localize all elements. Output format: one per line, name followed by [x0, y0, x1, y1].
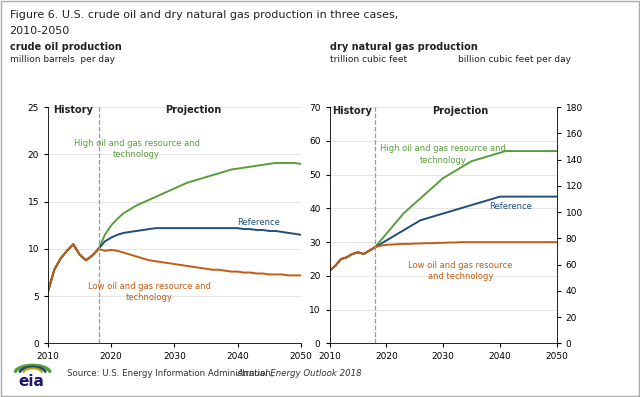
- Text: billion cubic feet per day: billion cubic feet per day: [458, 55, 571, 64]
- Text: Projection: Projection: [432, 106, 488, 116]
- Text: Annual Energy Outlook 2018: Annual Energy Outlook 2018: [67, 369, 362, 378]
- Text: History: History: [332, 106, 372, 116]
- Text: dry natural gas production: dry natural gas production: [330, 42, 477, 52]
- Text: Low oil and gas resource and
technology: Low oil and gas resource and technology: [88, 282, 211, 302]
- Text: crude oil production: crude oil production: [10, 42, 122, 52]
- Text: High oil and gas resource and
technology: High oil and gas resource and technology: [74, 139, 200, 159]
- Text: Low oil and gas resource
and technology: Low oil and gas resource and technology: [408, 261, 513, 281]
- Text: million barrels  per day: million barrels per day: [10, 55, 115, 64]
- Text: 2010-2050: 2010-2050: [10, 26, 70, 36]
- Text: Reference: Reference: [489, 202, 531, 211]
- Text: History: History: [53, 105, 93, 115]
- Text: eia: eia: [18, 374, 44, 389]
- Text: Projection: Projection: [165, 105, 221, 115]
- Text: High oil and gas resource and
technology: High oil and gas resource and technology: [380, 145, 506, 164]
- Text: Figure 6. U.S. crude oil and dry natural gas production in three cases,: Figure 6. U.S. crude oil and dry natural…: [10, 10, 398, 20]
- Text: trillion cubic feet: trillion cubic feet: [330, 55, 407, 64]
- Text: Source: U.S. Energy Information Administration,: Source: U.S. Energy Information Administ…: [67, 369, 276, 378]
- Text: Reference: Reference: [237, 218, 280, 227]
